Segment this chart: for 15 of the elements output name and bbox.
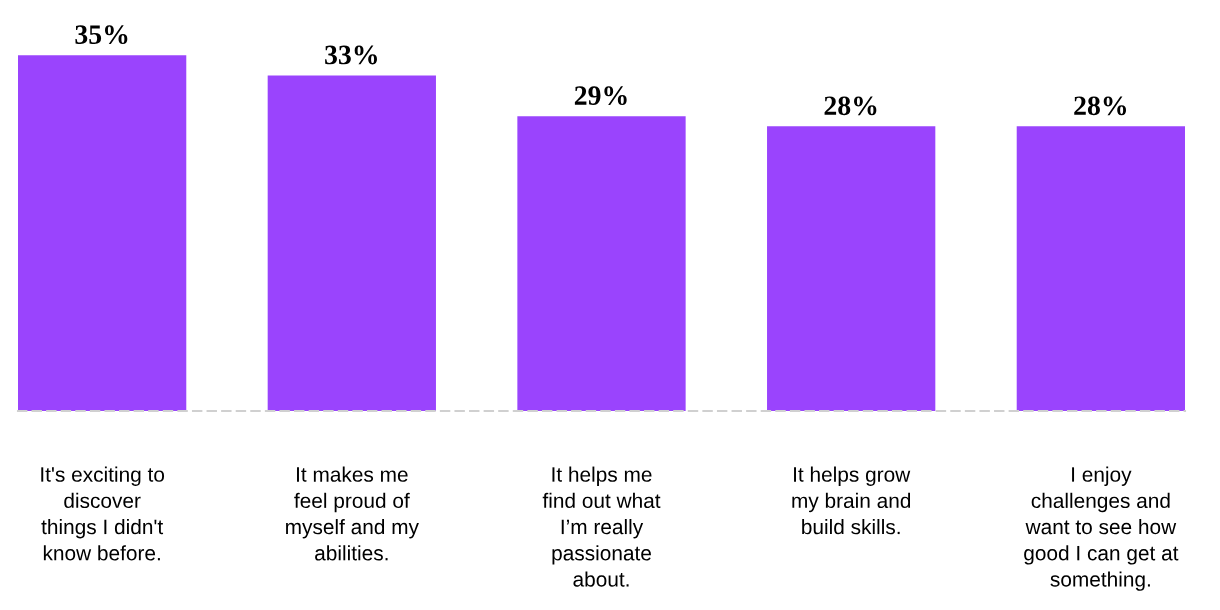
- x-tick-label: It makes me feel proud of myself and my abilities.: [286, 466, 419, 561]
- x-tick-label: I enjoy challenges and want to see how good I can get at something.: [1024, 466, 1179, 591]
- data-label: 35%: [75, 25, 128, 45]
- data-label: 28%: [824, 96, 877, 116]
- bar: [18, 55, 187, 411]
- bar: [767, 126, 936, 411]
- x-tick-label: It's exciting to discover things I didn't know before.: [41, 466, 165, 561]
- bar: [267, 75, 436, 411]
- data-label: 28%: [1074, 96, 1127, 116]
- data-label: 29%: [574, 86, 627, 106]
- x-tick-label: It helps me find out what I’m really passionate about.: [542, 466, 661, 587]
- bar: [1016, 126, 1185, 411]
- data-label: 33%: [325, 45, 377, 65]
- x-tick-label: It helps grow my brain and build skills.: [792, 466, 911, 535]
- bar: [517, 116, 686, 411]
